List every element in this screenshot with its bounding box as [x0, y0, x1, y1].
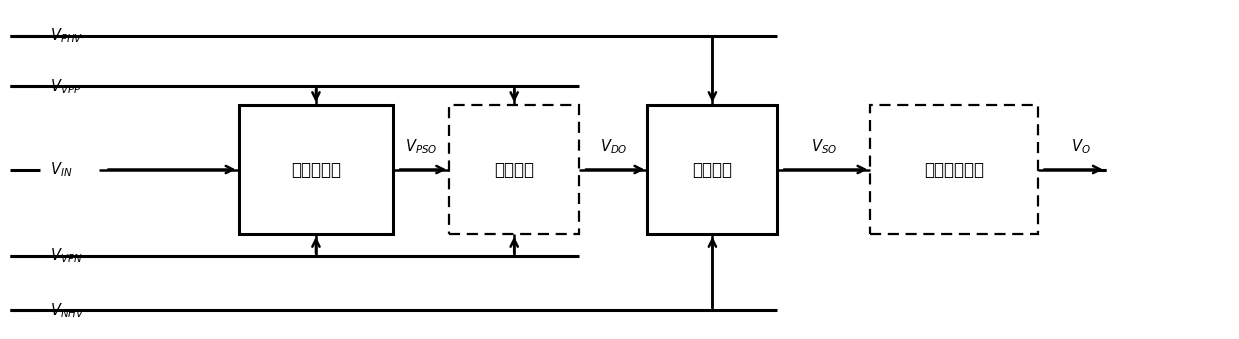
- Text: $V_{PHV}$: $V_{PHV}$: [50, 26, 83, 45]
- Text: 预移位电路: 预移位电路: [291, 160, 341, 179]
- Text: $V_{DO}$: $V_{DO}$: [600, 137, 627, 156]
- Text: 移位电路: 移位电路: [693, 160, 732, 179]
- Bar: [870, 105, 1038, 234]
- Text: 驱动电路: 驱动电路: [494, 160, 534, 179]
- Text: $V_{SO}$: $V_{SO}$: [810, 137, 838, 156]
- Text: $V_{IN}$: $V_{IN}$: [50, 160, 72, 179]
- Text: $V_{VPN}$: $V_{VPN}$: [50, 246, 82, 265]
- Text: $V_{NHV}$: $V_{NHV}$: [50, 301, 84, 320]
- Bar: [238, 105, 394, 234]
- Text: 信号补偿电路: 信号补偿电路: [924, 160, 984, 179]
- Text: $V_O$: $V_O$: [1072, 137, 1090, 156]
- Bar: [449, 105, 579, 234]
- Text: $V_{VPP}$: $V_{VPP}$: [50, 77, 81, 96]
- Bar: [647, 105, 777, 234]
- Text: $V_{PSO}$: $V_{PSO}$: [405, 137, 437, 156]
